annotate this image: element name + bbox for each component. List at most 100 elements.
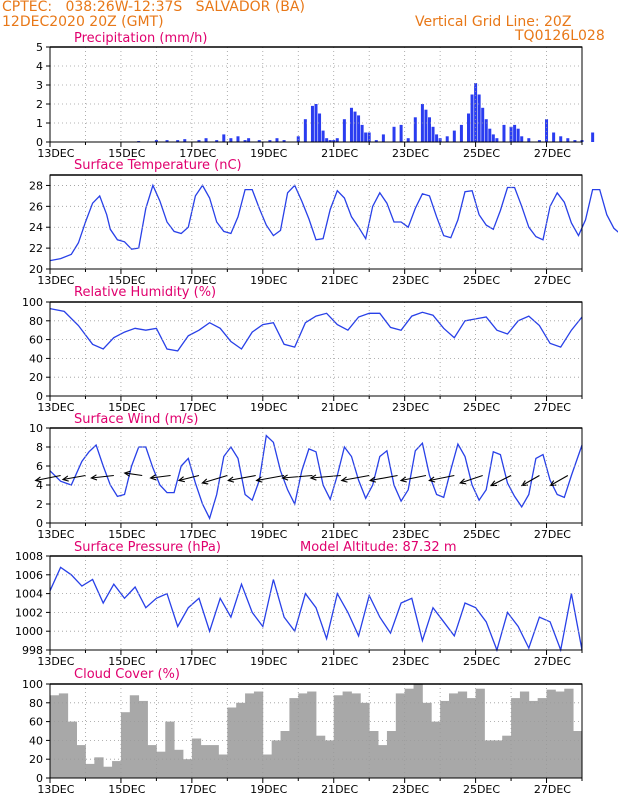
- x-tick-label: 17DEC: [179, 147, 216, 160]
- y-tick-label: 80: [29, 315, 43, 328]
- precip-bar: [445, 136, 449, 142]
- wind-arrow-head: [255, 476, 263, 483]
- cloud-bar: [413, 684, 423, 778]
- model-altitude-label: Model Altitude: 87.32 m: [300, 540, 457, 555]
- precip-bar: [520, 136, 524, 142]
- precip-bar: [467, 113, 471, 142]
- cloud-bar: [573, 731, 583, 778]
- x-tick-label: 25DEC: [463, 655, 500, 668]
- x-tick-label: 17DEC: [179, 528, 216, 541]
- panel-title: Cloud Cover (%): [74, 667, 180, 682]
- cloud-bar: [457, 691, 468, 778]
- x-tick-label: 13DEC: [37, 655, 74, 668]
- cloud-bar: [395, 693, 406, 778]
- y-tick-label: 4: [36, 479, 43, 492]
- precip-bar: [474, 83, 478, 142]
- cloud-bar: [245, 693, 255, 778]
- precip-bar: [470, 94, 474, 142]
- y-tick-label: 60: [29, 334, 43, 347]
- panel-1: 0 1 2 3 4 5 13DEC 15DEC 17DEC 19DEC 21DEC 23DEC 25DE…: [36, 31, 595, 160]
- precip-bar: [381, 134, 385, 142]
- panel-title: Relative Humidity (%): [74, 285, 216, 300]
- precip-bar: [516, 128, 520, 142]
- precip-bar: [488, 128, 492, 142]
- cloud-bar: [271, 740, 281, 778]
- y-tick-label: 28: [29, 179, 43, 192]
- cloud-bar: [262, 754, 273, 778]
- x-tick-label: 21DEC: [321, 274, 358, 287]
- header-datetime: 12DEC2020 20Z (GMT): [2, 14, 164, 30]
- precip-bar: [229, 138, 233, 142]
- cloud-bar: [156, 751, 166, 778]
- cloud-bar: [218, 754, 228, 778]
- x-tick-label: 25DEC: [463, 147, 500, 160]
- wind-arrow-head: [520, 480, 528, 487]
- wind-arrow: [124, 472, 143, 477]
- precip-bar: [513, 124, 517, 142]
- precip-bar: [357, 115, 361, 142]
- wind-arrow-head: [149, 474, 157, 481]
- precip-bar: [413, 117, 417, 142]
- precip-bar: [406, 138, 410, 142]
- x-tick-label: 23DEC: [392, 528, 429, 541]
- x-tick-label: 15DEC: [108, 655, 145, 668]
- x-tick-label: 23DEC: [392, 783, 429, 796]
- x-tick-label: 21DEC: [321, 401, 358, 414]
- wind-arrow-head: [489, 480, 498, 487]
- cloud-bar: [94, 757, 104, 778]
- cloud-bar: [174, 749, 184, 778]
- precip-bar: [438, 138, 442, 142]
- x-tick-label: 25DEC: [463, 783, 500, 796]
- precip-bar: [573, 140, 577, 142]
- precip-bar: [481, 107, 485, 142]
- x-tick-label: 19DEC: [250, 401, 287, 414]
- wind-arrow: [35, 474, 61, 482]
- precip-bar: [509, 126, 513, 142]
- precip-bar: [275, 138, 279, 142]
- y-tick-label: 0: [36, 390, 43, 403]
- precip-bar: [310, 105, 314, 142]
- precip-bar: [197, 140, 201, 142]
- wind-arrow-head: [340, 476, 348, 483]
- wind-arrow: [91, 474, 114, 479]
- precip-bar: [332, 140, 336, 142]
- y-tick-label: 26: [29, 200, 43, 213]
- precip-bar: [222, 134, 226, 142]
- x-tick-label: 19DEC: [250, 783, 287, 796]
- wind-arrow: [62, 474, 86, 481]
- precip-bar: [591, 132, 595, 142]
- precip-bar: [243, 140, 247, 142]
- cloud-bar: [307, 691, 317, 778]
- x-tick-label: 17DEC: [179, 655, 216, 668]
- cloud-bar: [404, 688, 414, 778]
- wind-arrow-head: [90, 474, 98, 481]
- cloud-bar: [227, 707, 237, 778]
- cloud-bar: [333, 695, 343, 778]
- cloud-bar: [236, 702, 246, 778]
- y-tick-label: 22: [29, 242, 43, 255]
- x-tick-label: 19DEC: [250, 274, 287, 287]
- x-tick-label: 17DEC: [179, 274, 216, 287]
- precip-bar: [477, 94, 481, 142]
- precip-bar: [360, 124, 364, 142]
- x-tick-label: 17DEC: [179, 401, 216, 414]
- cloud-bar: [200, 745, 210, 778]
- cloud-bar: [112, 761, 122, 778]
- precip-bar: [321, 130, 325, 142]
- precip-bar: [566, 138, 570, 142]
- panel-title: Precipitation (mm/h): [74, 31, 207, 46]
- wind-arrow: [490, 475, 512, 486]
- cloud-bar: [511, 698, 521, 778]
- cloud-bar: [502, 735, 512, 778]
- precip-bar: [364, 132, 368, 142]
- cloud-bar: [67, 721, 77, 778]
- cloud-bar: [298, 693, 308, 778]
- x-tick-label: 13DEC: [37, 783, 74, 796]
- wind-arrow-head: [309, 474, 317, 481]
- cloud-bar: [475, 688, 485, 778]
- x-tick-label: 13DEC: [37, 147, 74, 160]
- x-tick-label: 23DEC: [392, 401, 429, 414]
- cloud-bar: [58, 693, 69, 778]
- x-tick-label: 27DEC: [534, 274, 571, 287]
- wind-arrow: [202, 474, 228, 484]
